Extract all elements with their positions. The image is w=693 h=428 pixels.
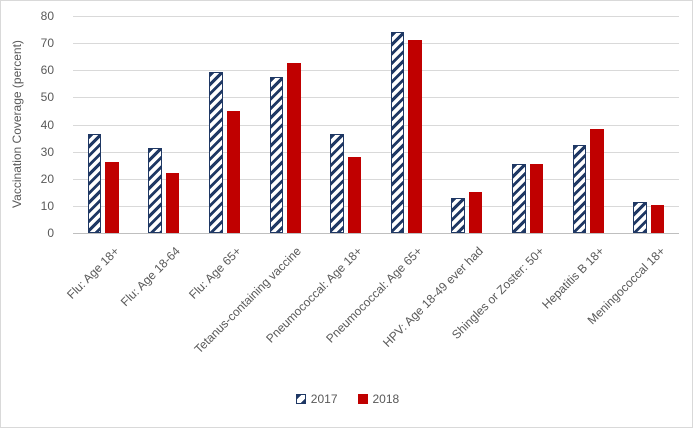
x-category-label: Flu: Age 65+ [185, 244, 244, 302]
bar-2017 [330, 133, 344, 233]
x-category-label: Pneumococcal: Age 65+ [323, 244, 426, 346]
x-category-label: Shingles or Zoster: 50+ [448, 244, 547, 342]
bar-2017 [209, 71, 223, 233]
bar-2017 [572, 144, 587, 233]
bar-2017 [390, 32, 405, 233]
bar-2018 [650, 204, 665, 233]
bar-2018 [165, 173, 180, 233]
bar-2018 [105, 162, 119, 233]
legend-item-2018: 2018 [357, 392, 400, 406]
bar-2018 [529, 163, 543, 233]
bar-2017 [87, 133, 102, 233]
bar-2017 [269, 77, 284, 233]
y-tick-label: 40 [40, 117, 54, 132]
y-tick-label: 60 [40, 63, 54, 78]
x-category-label: Flu: Age 18-64 [117, 244, 183, 310]
gridline [73, 43, 679, 45]
gridline [73, 151, 679, 153]
y-tick-label: 0 [47, 226, 54, 240]
y-tick-label: 30 [40, 144, 54, 159]
y-tick-label: 50 [40, 90, 54, 105]
x-category-label: HPV: Age 18-49 ever had [379, 244, 486, 350]
y-tick-label: 80 [40, 9, 54, 23]
legend-item-2017: 2017 [295, 392, 338, 406]
legend-label-2017: 2017 [310, 392, 338, 406]
gridline [73, 16, 679, 17]
legend-swatch-2018 [357, 394, 368, 404]
legend: 2017 2018 [1, 392, 693, 406]
bar-2017 [148, 147, 162, 233]
gridline [73, 97, 679, 99]
x-category-label: Meningococcal 18+ [584, 244, 668, 328]
y-tick-label: 10 [40, 198, 54, 213]
legend-swatch-2017 [295, 394, 306, 404]
x-axis-line [73, 233, 679, 234]
gridline [73, 205, 679, 207]
gridline [73, 124, 679, 126]
y-axis-title: Vaccination Coverage (percent) [10, 40, 24, 208]
x-category-label: Tetanus-containing vaccine [191, 244, 304, 357]
bar-2018 [226, 110, 240, 233]
bar-2018 [347, 157, 362, 233]
bar-2017 [451, 197, 465, 233]
y-tick-label: 20 [40, 171, 54, 186]
bar-2018 [408, 40, 422, 233]
gridline [73, 178, 679, 180]
bar-2017 [512, 163, 526, 233]
gridline [73, 70, 679, 72]
bar-2018 [287, 63, 301, 233]
bar-2018 [590, 128, 604, 233]
y-tick-label: 70 [40, 36, 54, 51]
bar-2018 [468, 192, 483, 233]
legend-label-2018: 2018 [372, 392, 400, 406]
bar-2017 [633, 201, 647, 233]
x-category-label: Hepatitis B 18+ [539, 244, 607, 312]
x-category-label: Pneumococcal: Age 18+ [262, 244, 365, 346]
